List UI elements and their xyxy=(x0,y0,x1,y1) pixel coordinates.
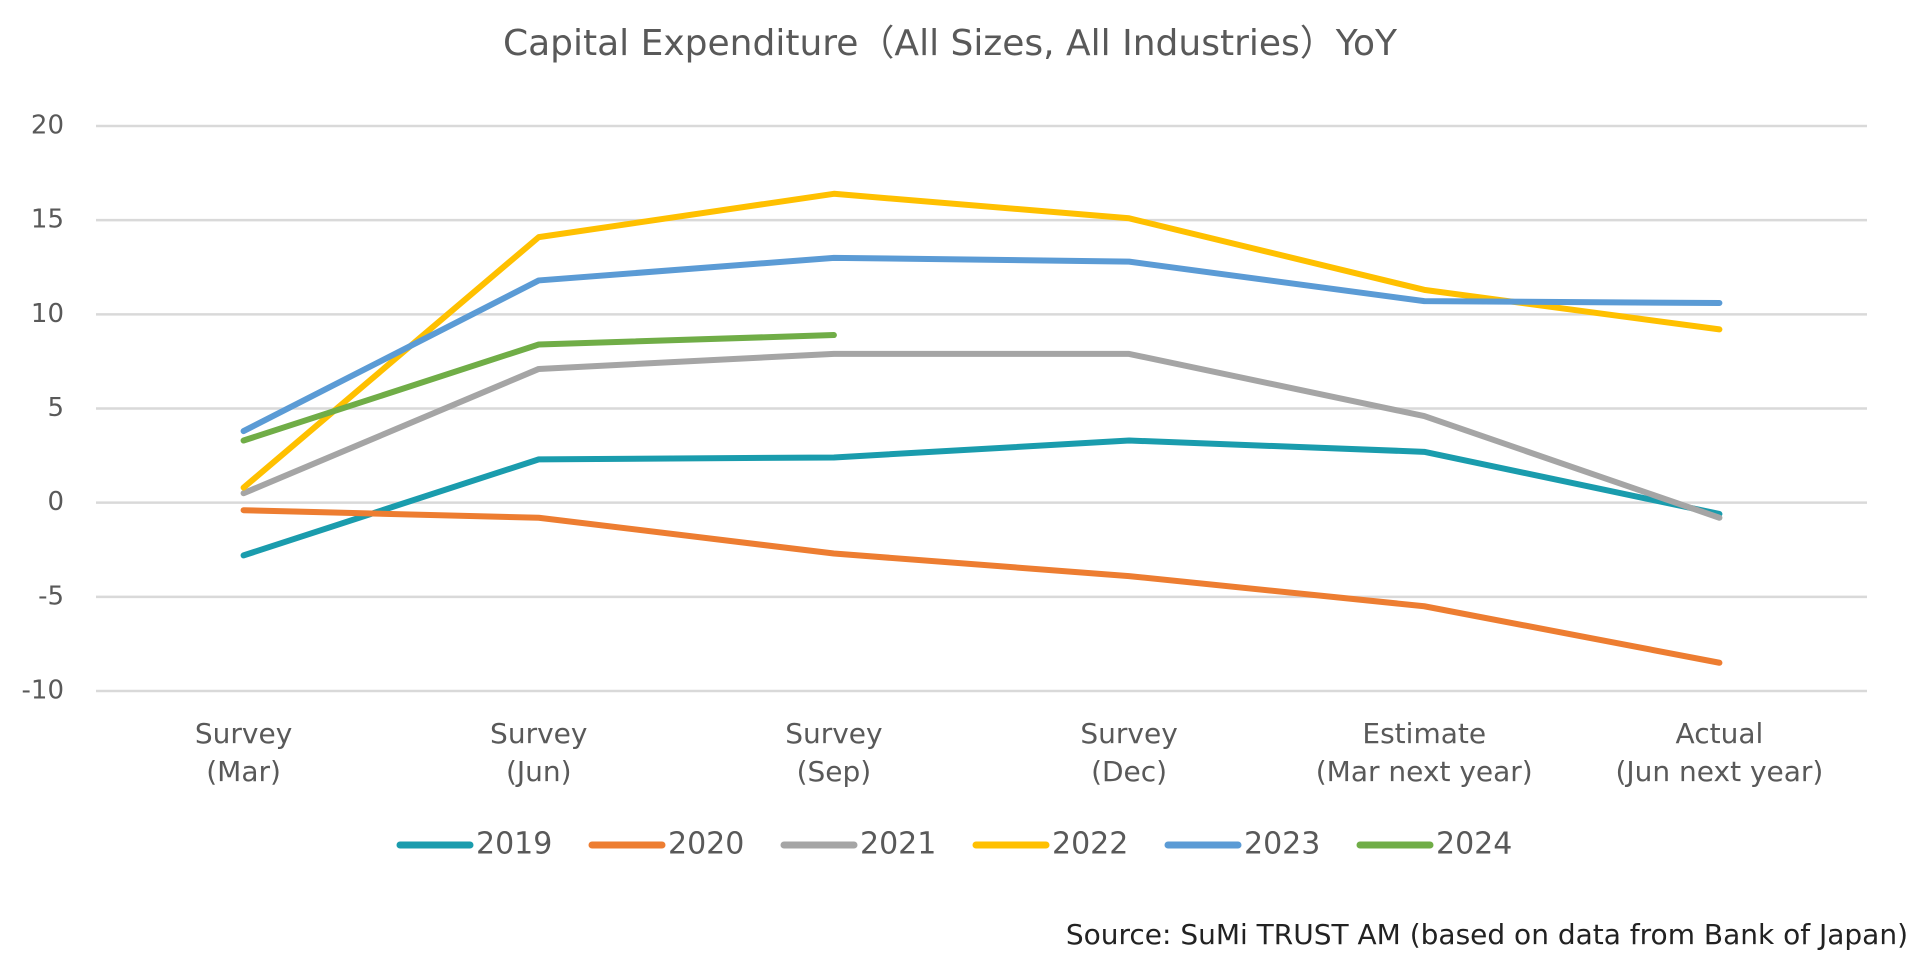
source-note: Source: SuMi TRUST AM (based on data fro… xyxy=(1066,918,1908,951)
y-tick-label: 10 xyxy=(31,299,64,329)
x-tick-label: Survey xyxy=(1080,717,1177,750)
legend-label: 2022 xyxy=(1052,827,1128,862)
x-tick-label: Survey xyxy=(785,717,882,750)
series-line xyxy=(240,350,1723,521)
chart-title: Capital Expenditure（All Sizes, All Indus… xyxy=(503,23,1398,64)
series-line xyxy=(240,332,837,444)
x-tick-label: Actual xyxy=(1676,717,1764,750)
x-tick-label: Survey xyxy=(490,717,587,750)
y-tick-label: 0 xyxy=(47,487,64,517)
legend-label: 2023 xyxy=(1244,827,1320,862)
series-line xyxy=(240,254,1723,435)
legend-label: 2021 xyxy=(860,827,936,862)
x-tick-label: Survey xyxy=(195,717,292,750)
legend-label: 2024 xyxy=(1436,827,1512,862)
series-line xyxy=(240,190,1723,491)
legend-label: 2019 xyxy=(476,827,552,862)
series-line xyxy=(240,507,1723,666)
x-tick-label: (Mar) xyxy=(206,755,281,788)
x-tick-label: (Jun) xyxy=(506,755,572,788)
x-tick-label: (Mar next year) xyxy=(1316,755,1533,788)
x-tick-label: (Jun next year) xyxy=(1615,755,1823,788)
y-tick-label: -10 xyxy=(22,676,64,706)
x-tick-label: (Sep) xyxy=(797,755,872,788)
x-tick-label: Estimate xyxy=(1362,717,1486,750)
legend-label: 2020 xyxy=(668,827,744,862)
series-line xyxy=(240,437,1723,559)
y-tick-label: 15 xyxy=(31,205,64,235)
x-tick-label: (Dec) xyxy=(1091,755,1167,788)
y-tick-label: 5 xyxy=(47,393,64,423)
y-tick-label: -5 xyxy=(38,581,64,611)
y-tick-label: 20 xyxy=(31,111,64,141)
